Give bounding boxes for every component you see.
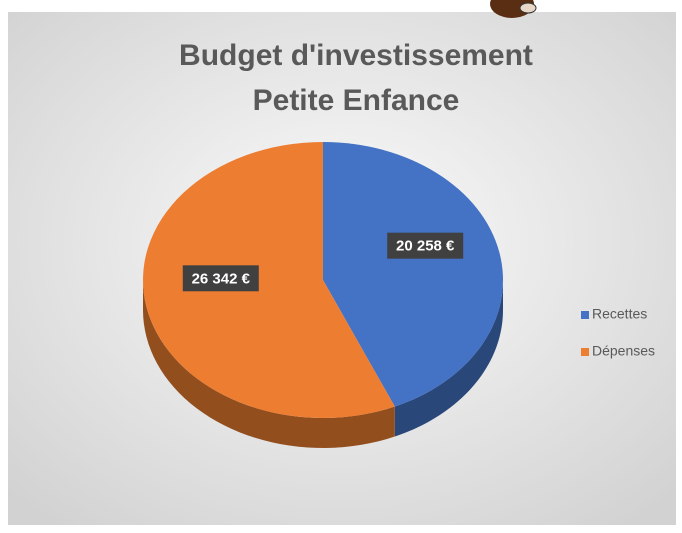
legend-swatch <box>581 311 589 319</box>
data-label-text: 20 258 € <box>396 238 455 255</box>
legend-label: Recettes <box>592 306 647 322</box>
legend-label: Dépenses <box>592 343 655 359</box>
chart-title: Budget d'investissement <box>179 39 533 72</box>
legend-swatch <box>581 348 589 356</box>
data-label: 26 342 € <box>183 265 259 291</box>
data-label-text: 26 342 € <box>192 270 251 287</box>
chart-title: Petite Enfance <box>253 84 460 117</box>
data-label: 20 258 € <box>387 233 463 259</box>
chart: Budget d'investissement Petite Enfance 2… <box>0 0 682 533</box>
page: Budget d'investissement Petite Enfance 2… <box>0 0 682 533</box>
